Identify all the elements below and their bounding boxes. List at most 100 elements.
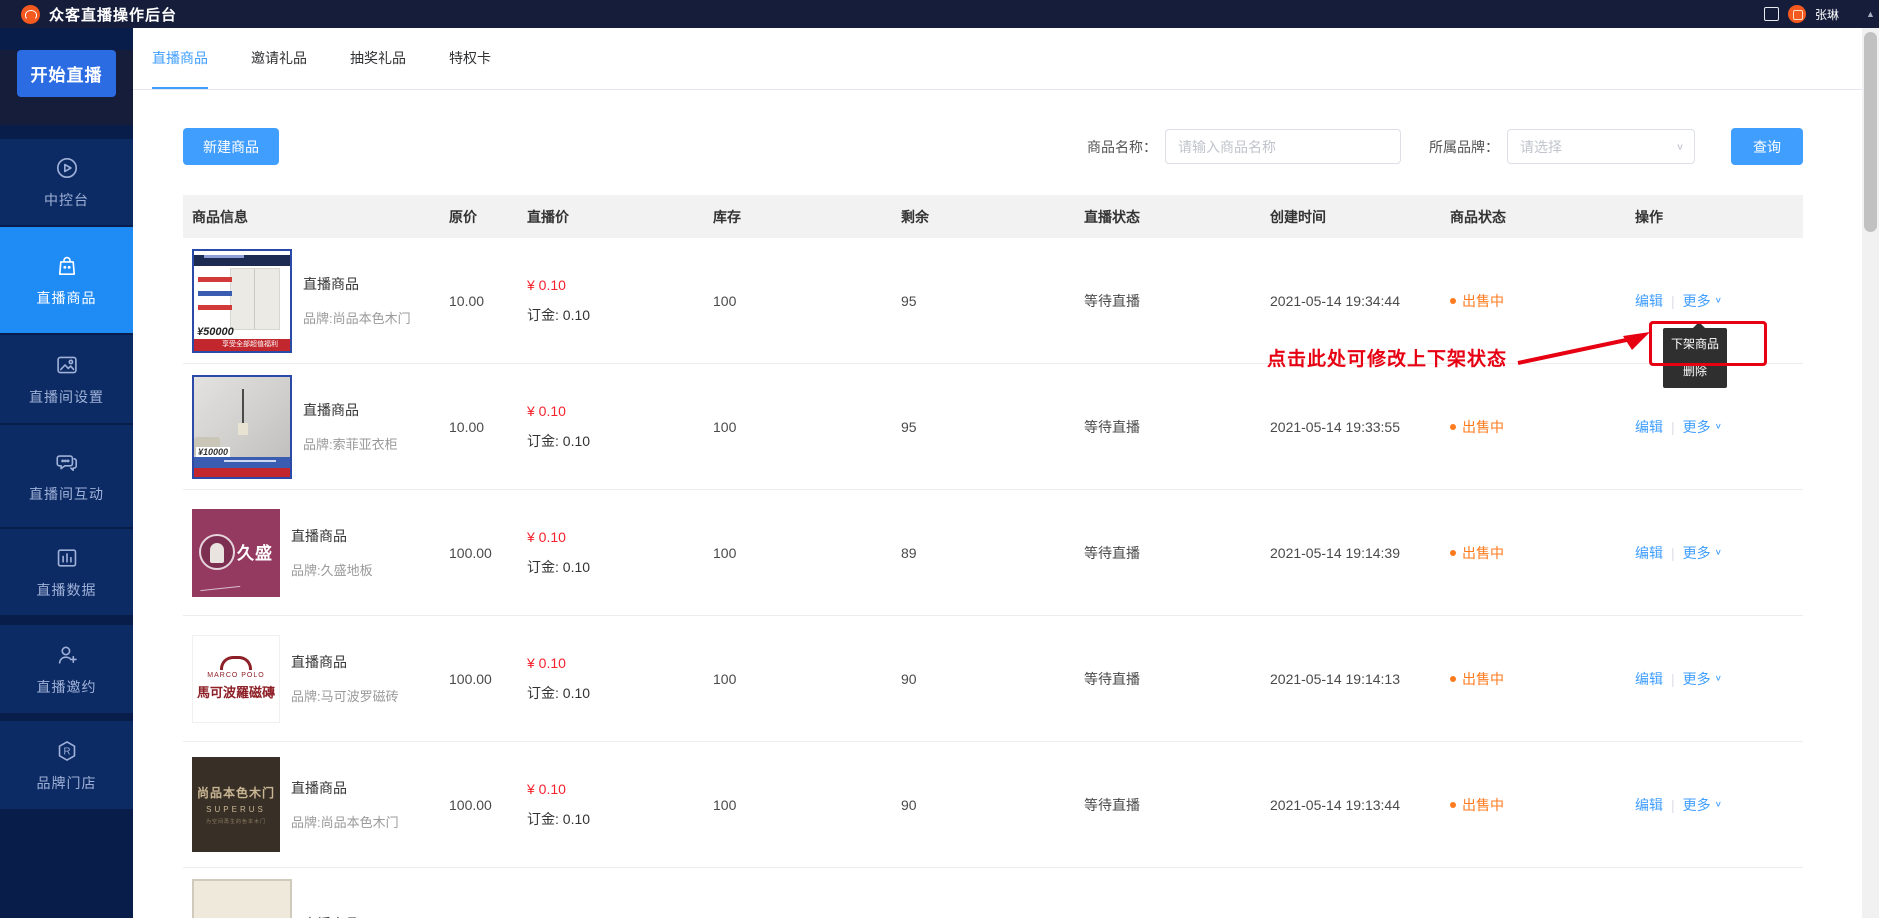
brand-store-icon: R xyxy=(54,738,80,764)
screen-icon[interactable] xyxy=(1763,7,1779,21)
toolbar: 新建商品 商品名称： 所属品牌： 请选择 ∨ 查询 xyxy=(183,128,1803,165)
table-row: 直播商品 ¥ 0.10 xyxy=(183,868,1803,918)
sidebar-item-直播邀约[interactable]: 直播邀约 xyxy=(0,625,133,713)
product-brand: 品牌:久盛地板 xyxy=(291,563,373,578)
live-price: ¥ 0.10 xyxy=(527,528,566,545)
deposit: 订金: 0.10 xyxy=(527,306,591,323)
edit-link[interactable]: 编辑 xyxy=(1635,796,1663,813)
top-bar: 众客直播操作后台 张琳 xyxy=(0,0,1879,28)
live-price: ¥ 0.10 xyxy=(527,654,566,671)
stock: 100 xyxy=(713,796,737,813)
stock: 100 xyxy=(713,670,737,687)
created-time: 2021-05-14 19:33:55 xyxy=(1270,418,1400,435)
start-live-button[interactable]: 开始直播 xyxy=(17,50,116,97)
live-status: 等待直播 xyxy=(1084,292,1140,309)
product-image: MARCO POLO 馬可波羅磁磚 xyxy=(192,634,280,723)
product-name-label: 商品名称： xyxy=(1087,138,1157,155)
link-separator: | xyxy=(1671,670,1675,687)
bar-chart-icon xyxy=(54,545,80,571)
product-image xyxy=(192,878,292,918)
product-title: 直播商品 xyxy=(303,914,359,918)
brand-select[interactable]: 请选择 ∨ xyxy=(1507,129,1695,164)
created-time: 2021-05-14 19:13:44 xyxy=(1270,796,1400,813)
table-row: 久盛 直播商品 品牌:久盛地板 100.00 ¥ 0.10 订金: 0.10 1… xyxy=(183,490,1803,616)
brand-label: 所属品牌： xyxy=(1429,138,1499,155)
more-link[interactable]: 更多 xyxy=(1682,418,1711,435)
search-button[interactable]: 查询 xyxy=(1731,128,1803,165)
svg-text:R: R xyxy=(63,746,70,757)
product-brand: 品牌:索菲亚衣柜 xyxy=(303,437,398,452)
original-price: 10.00 xyxy=(449,418,485,435)
more-link[interactable]: 更多 xyxy=(1682,796,1711,813)
product-image: 尚品本色木门 SUPERUS 为空间再生的色本木门 xyxy=(192,757,280,852)
dropdown-item-删除[interactable]: 删除 xyxy=(1682,364,1707,378)
avatar[interactable] xyxy=(1787,5,1806,23)
remaining: 90 xyxy=(901,796,917,813)
original-price: 10.00 xyxy=(449,292,485,309)
sidebar-item-中控台[interactable]: 中控台 xyxy=(0,139,133,225)
original-price: 100.00 xyxy=(449,796,492,813)
deposit: 订金: 0.10 xyxy=(527,810,591,827)
annotation-highlight-box xyxy=(1649,321,1767,366)
column-header-库存: 库存 xyxy=(713,208,741,225)
table-row: 尚品本色木门 SUPERUS 为空间再生的色本木门 直播商品 品牌:尚品本色木门 1… xyxy=(183,742,1803,868)
link-separator: | xyxy=(1671,292,1675,309)
scroll-up-icon[interactable]: ▲ xyxy=(1862,0,1879,28)
chat-bubbles-icon xyxy=(54,449,80,475)
chevron-down-icon[interactable]: ∨ xyxy=(1714,422,1722,431)
more-link[interactable]: 更多 xyxy=(1682,670,1711,687)
table-row: MARCO POLO 馬可波羅磁磚 直播商品 品牌:马可波罗磁砖 100.00 ¥… xyxy=(183,616,1803,742)
remaining: 89 xyxy=(901,544,917,561)
live-status: 等待直播 xyxy=(1084,796,1140,813)
edit-link[interactable]: 编辑 xyxy=(1635,670,1663,687)
sidebar-item-直播商品[interactable]: 直播商品 xyxy=(0,227,133,333)
created-time: 2021-05-14 19:14:39 xyxy=(1270,544,1400,561)
product-title: 直播商品 xyxy=(291,780,347,796)
link-separator: | xyxy=(1671,418,1675,435)
tab-邀请礼品[interactable]: 邀请礼品 xyxy=(251,50,307,66)
edit-link[interactable]: 编辑 xyxy=(1635,544,1663,561)
column-header-原价: 原价 xyxy=(449,208,477,225)
sidebar-item-直播间设置[interactable]: 直播间设置 xyxy=(0,335,133,423)
product-image: ¥50000 享受全部超值福利 xyxy=(192,248,292,353)
link-separator: | xyxy=(1671,544,1675,561)
created-time: 2021-05-14 19:34:44 xyxy=(1270,292,1400,309)
sidebar-item-直播数据[interactable]: 直播数据 xyxy=(0,529,133,615)
product-image: ¥10000 xyxy=(192,374,292,479)
sidebar-item-品牌门店[interactable]: R 品牌门店 xyxy=(0,721,133,809)
scrollbar[interactable]: ▲ xyxy=(1862,0,1879,918)
column-header-商品状态: 商品状态 xyxy=(1450,208,1506,225)
invite-user-icon xyxy=(54,642,80,668)
product-title: 直播商品 xyxy=(303,276,359,292)
remaining: 95 xyxy=(901,418,917,435)
live-price: ¥ 0.10 xyxy=(527,276,566,293)
edit-link[interactable]: 编辑 xyxy=(1635,292,1663,309)
table-row: ¥50000 享受全部超值福利 直播商品 品牌:尚品本色木门 10.00 ¥ 0.… xyxy=(183,238,1803,364)
shopping-bag-icon xyxy=(54,253,80,279)
sidebar-item-直播间互动[interactable]: 直播间互动 xyxy=(0,425,133,527)
edit-link[interactable]: 编辑 xyxy=(1635,418,1663,435)
tab-抽奖礼品[interactable]: 抽奖礼品 xyxy=(350,50,406,66)
live-price: ¥ 0.10 xyxy=(449,917,623,918)
new-product-button[interactable]: 新建商品 xyxy=(183,128,279,165)
console-play-icon xyxy=(54,155,80,181)
more-dropdown-menu: 下架商品 删除 xyxy=(1663,322,1727,388)
product-title: 直播商品 xyxy=(291,654,347,670)
chevron-down-icon[interactable]: ∨ xyxy=(1714,296,1722,305)
tab-直播商品[interactable]: 直播商品 xyxy=(152,28,208,89)
stock: 100 xyxy=(713,292,737,309)
more-link[interactable]: 更多 xyxy=(1682,544,1711,561)
product-table: 商品信息 原价 直播价 库存 剩余 直播状态 创建时间 商品状态 操作 ¥50000 享受全部超值… xyxy=(183,195,1803,918)
product-name-input[interactable] xyxy=(1165,129,1401,164)
original-price: 100.00 xyxy=(449,670,492,687)
more-link[interactable]: 更多 xyxy=(1682,292,1711,309)
scrollbar-thumb[interactable] xyxy=(1864,32,1877,232)
tab-特权卡[interactable]: 特权卡 xyxy=(449,50,491,66)
chevron-down-icon[interactable]: ∨ xyxy=(1714,548,1722,557)
column-header-操作: 操作 xyxy=(1635,208,1663,225)
chevron-down-icon[interactable]: ∨ xyxy=(1714,800,1722,809)
chevron-down-icon[interactable]: ∨ xyxy=(1714,674,1722,683)
table-header: 商品信息 原价 直播价 库存 剩余 直播状态 创建时间 商品状态 操作 xyxy=(183,195,1803,238)
stock: 100 xyxy=(713,544,737,561)
dropdown-item-下架商品[interactable]: 下架商品 xyxy=(1670,337,1719,351)
